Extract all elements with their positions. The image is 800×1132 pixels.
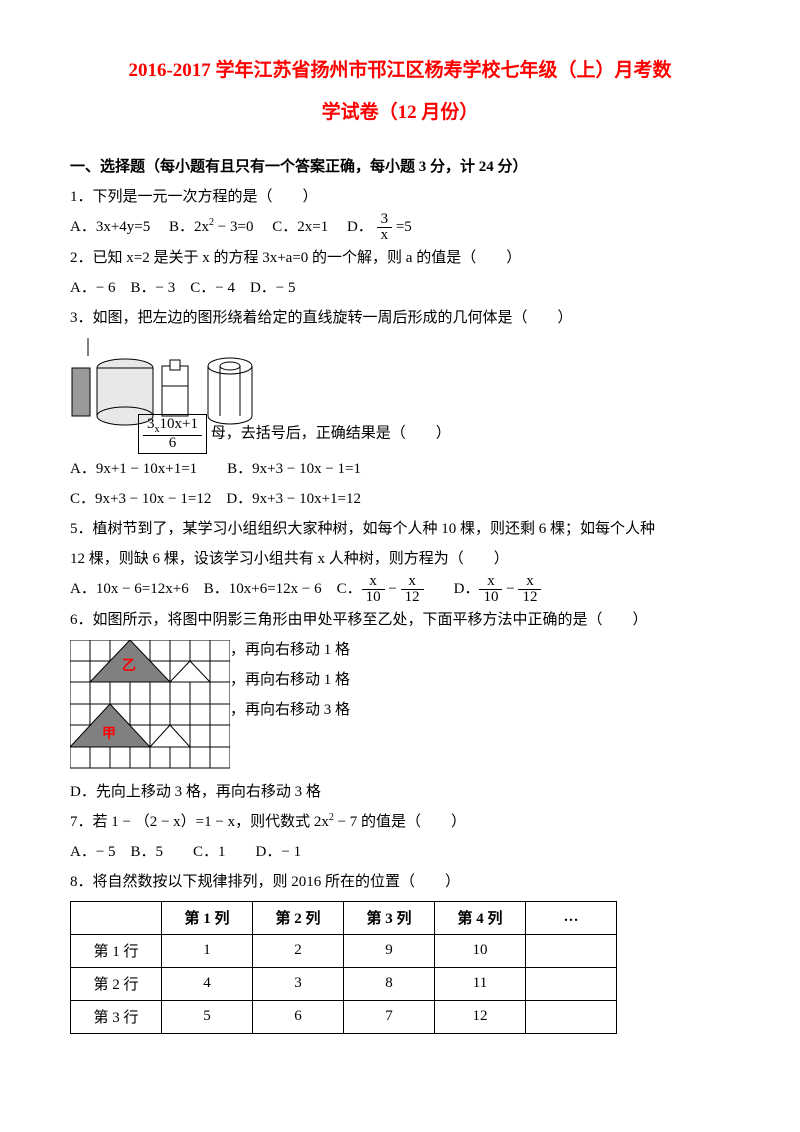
table-cell: 6 bbox=[253, 1000, 344, 1033]
table-row: 第 3 行 5 6 7 12 bbox=[71, 1000, 617, 1033]
q5-B: B．10x+6=12x − 6 bbox=[204, 581, 322, 597]
exam-title: 2016-2017 学年江苏省扬州市邗江区杨寿学校七年级（上）月考数 学试卷（1… bbox=[70, 50, 730, 134]
fraction-icon: 3x10x+1 6 bbox=[143, 417, 202, 451]
table-cell: … bbox=[526, 901, 617, 934]
question-5-l1: 5．植树节到了，某学习小组组织大家种树，如每个人种 10 棵，则还剩 6 棵；如… bbox=[70, 514, 730, 544]
table-cell: 9 bbox=[344, 934, 435, 967]
q4-frac-box: 3x10x+1 6 bbox=[138, 414, 207, 454]
fraction-icon: 3 x bbox=[377, 212, 393, 243]
question-4: 3x10x+1 6 母，去括号后，正确结果是（ ） bbox=[138, 414, 730, 454]
table-cell: 5 bbox=[162, 1000, 253, 1033]
table-cell: 第 1 行 bbox=[71, 934, 162, 967]
q6-D: D．先向上移动 3 格，再向右移动 3 格 bbox=[70, 777, 730, 807]
table-cell bbox=[526, 1000, 617, 1033]
q1-B: B．2x2 − 3=0 bbox=[169, 219, 253, 235]
q2-options: A．− 6 B．− 3 C．− 4 D．− 5 bbox=[70, 273, 730, 303]
question-5-l2: 12 棵，则缺 6 棵，设该学习小组共有 x 人种树，则方程为（ ） bbox=[70, 544, 730, 574]
table-cell: 第 3 列 bbox=[344, 901, 435, 934]
question-6: 6．如图所示，将图中阴影三角形由甲处平移至乙处，下面平移方法中正确的是（ ） bbox=[70, 605, 730, 635]
table-cell: 第 3 行 bbox=[71, 1000, 162, 1033]
table-cell: 11 bbox=[435, 967, 526, 1000]
q1-options: A．3x+4y=5 B．2x2 − 3=0 C．2x=1 D． 3 x =5 bbox=[70, 212, 730, 243]
svg-text:乙: 乙 bbox=[122, 658, 136, 674]
table-cell: 12 bbox=[435, 1000, 526, 1033]
table-cell: 第 1 列 bbox=[162, 901, 253, 934]
svg-text:甲: 甲 bbox=[102, 726, 116, 742]
question-7: 7．若 1 − （2 − x）=1 − x，则代数式 2x2 − 7 的值是（ … bbox=[70, 807, 730, 837]
q4-options-A: A．9x+1 − 10x+1=1 B．9x+3 − 10x − 1=1 bbox=[70, 454, 730, 484]
table-cell bbox=[71, 901, 162, 934]
q5-A: A．10x − 6=12x+6 bbox=[70, 581, 189, 597]
table-cell: 1 bbox=[162, 934, 253, 967]
q6-r2: ，再向右移动 1 格 bbox=[230, 665, 730, 695]
table-cell: 8 bbox=[344, 967, 435, 1000]
table-cell: 第 4 列 bbox=[435, 901, 526, 934]
table-row: 第 1 行 1 2 9 10 bbox=[71, 934, 617, 967]
question-3: 3．如图，把左边的图形绕着给定的直线旋转一周后形成的几何体是（ ） bbox=[70, 303, 730, 333]
q5-C: C． bbox=[337, 581, 362, 597]
q8-table: 第 1 列 第 2 列 第 3 列 第 4 列 … 第 1 行 1 2 9 10… bbox=[70, 901, 617, 1034]
q5-D: D． bbox=[454, 581, 480, 597]
fraction-icon: x10 bbox=[362, 574, 385, 605]
section-1-title: 一、选择题（每小题有且只有一个答案正确，每小题 3 分，计 24 分） bbox=[70, 152, 730, 182]
q5-options: A．10x − 6=12x+6 B．10x+6=12x − 6 C．x10 − … bbox=[70, 574, 730, 605]
table-cell: 7 bbox=[344, 1000, 435, 1033]
table-header-row: 第 1 列 第 2 列 第 3 列 第 4 列 … bbox=[71, 901, 617, 934]
q1-A: A．3x+4y=5 bbox=[70, 219, 150, 235]
table-cell bbox=[526, 934, 617, 967]
fraction-icon: x12 bbox=[401, 574, 424, 605]
question-1: 1．下列是一元一次方程的是（ ） bbox=[70, 182, 730, 212]
table-cell: 2 bbox=[253, 934, 344, 967]
table-cell: 第 2 列 bbox=[253, 901, 344, 934]
question-8: 8．将自然数按以下规律排列，则 2016 所在的位置（ ） bbox=[70, 867, 730, 897]
table-cell: 第 2 行 bbox=[71, 967, 162, 1000]
q6-r3: ，再向右移动 3 格 bbox=[230, 695, 730, 725]
q1-stem: 1．下列是一元一次方程的是（ ） bbox=[70, 189, 318, 205]
q3-stem: 3．如图，把左边的图形绕着给定的直线旋转一周后形成的几何体是（ ） bbox=[70, 310, 573, 326]
q2-stem: 2．已知 x=2 是关于 x 的方程 3x+a=0 的一个解，则 a 的值是（ … bbox=[70, 250, 521, 266]
fraction-icon: x10 bbox=[479, 574, 502, 605]
q1-C: C．2x=1 bbox=[272, 219, 328, 235]
q4-options-C: C．9x+3 − 10x − 1=12 D．9x+3 − 10x+1=12 bbox=[70, 484, 730, 514]
question-2: 2．已知 x=2 是关于 x 的方程 3x+a=0 的一个解，则 a 的值是（ … bbox=[70, 243, 730, 273]
title-line-1: 2016-2017 学年江苏省扬州市邗江区杨寿学校七年级（上）月考数 bbox=[70, 50, 730, 92]
table-cell: 3 bbox=[253, 967, 344, 1000]
title-line-2: 学试卷（12 月份） bbox=[70, 92, 730, 134]
table-cell: 10 bbox=[435, 934, 526, 967]
table-cell: 4 bbox=[162, 967, 253, 1000]
fraction-icon: x12 bbox=[518, 574, 541, 605]
q7-options: A．− 5 B．5 C．1 D．− 1 bbox=[70, 837, 730, 867]
q6-figure: 乙 甲 bbox=[70, 640, 230, 775]
table-row: 第 2 行 4 3 8 11 bbox=[71, 967, 617, 1000]
q1-D: D． 3 x =5 bbox=[347, 219, 412, 235]
q6-r1: ，再向右移动 1 格 bbox=[230, 635, 730, 665]
table-cell bbox=[526, 967, 617, 1000]
